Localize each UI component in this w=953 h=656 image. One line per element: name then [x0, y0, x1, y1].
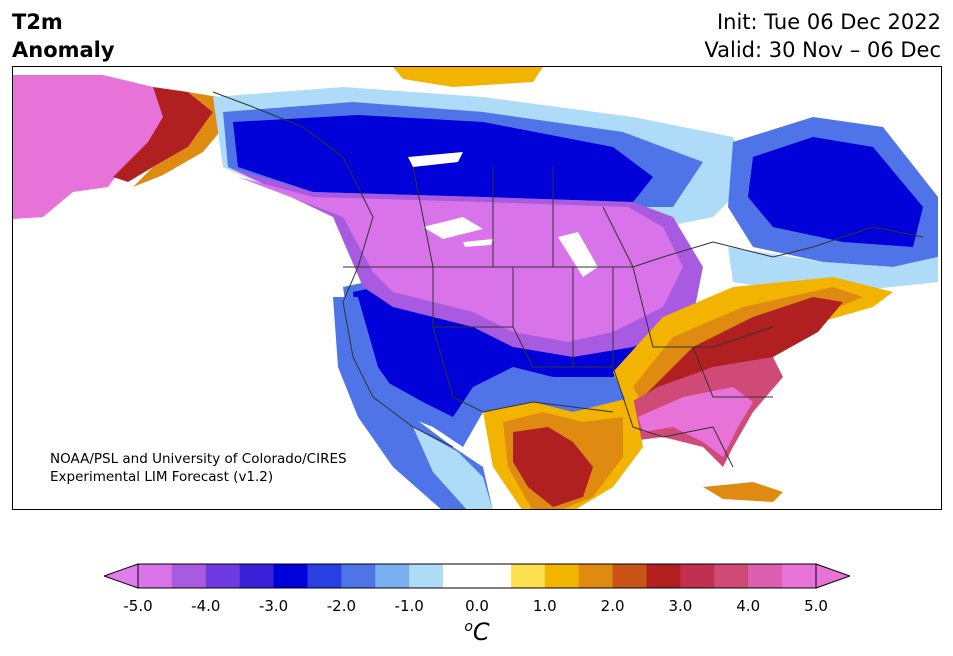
- baja-light-blue: [413, 427, 493, 509]
- credit-text: NOAA/PSL and University of Colorado/CIRE…: [50, 450, 347, 486]
- alaska-red-band: [113, 87, 213, 182]
- colorbar-swatch: [544, 564, 580, 588]
- map-title: T2m Anomaly: [12, 8, 115, 64]
- colorbar-swatch: [409, 564, 444, 588]
- anomaly-map: NOAA/PSL and University of Colorado/CIRE…: [12, 66, 942, 510]
- unit-letter: C: [472, 618, 490, 646]
- degree-symbol: o: [464, 619, 473, 635]
- title-subtitle: Anomaly: [12, 38, 115, 62]
- colorbar-swatch: [612, 564, 647, 588]
- colorbar-swatch: [510, 564, 546, 588]
- colorbar-swatch: [138, 564, 173, 588]
- colorbar-tick-label: 1.0: [532, 597, 557, 615]
- colorbar-swatch: [578, 564, 614, 588]
- credit-line-2: Experimental LIM Forecast (v1.2): [50, 469, 274, 485]
- map-canvas: [13, 67, 941, 509]
- colorbar-over-arrow: [815, 563, 852, 589]
- colorbar-tick-label: -2.0: [326, 597, 357, 615]
- colorbar-swatch: [171, 564, 207, 588]
- colorbar-swatch: [748, 564, 783, 588]
- colorbar-swatch: [307, 564, 342, 588]
- credit-line-1: NOAA/PSL and University of Colorado/CIRE…: [50, 451, 347, 467]
- alaska-warm-region: [13, 75, 183, 219]
- colorbar-tick-label: 4.0: [736, 597, 761, 615]
- colorbar: [102, 563, 852, 593]
- colorbar-tick-label: -5.0: [123, 597, 153, 615]
- colorbar-swatch: [714, 564, 749, 588]
- greenland-warm: [393, 67, 543, 87]
- colorbar-tick-label: 2.0: [600, 597, 625, 615]
- colorbar-swatch: [782, 564, 817, 588]
- colorbar-swatch: [239, 564, 275, 588]
- init-date: Init: Tue 06 Dec 2022: [716, 10, 941, 34]
- southeast-strong-warm: [638, 387, 753, 457]
- cuba-warm: [703, 482, 783, 502]
- colorbar-swatch: [443, 564, 478, 588]
- interior-violet-core: [238, 177, 683, 342]
- forecast-dates: Init: Tue 06 Dec 2022 Valid: 30 Nov – 06…: [704, 8, 941, 64]
- atlantic-light-blue: [728, 247, 938, 292]
- colorbar-swatch: [680, 564, 715, 588]
- colorbar-swatch: [205, 564, 241, 588]
- colorbar-under-arrow: [102, 563, 139, 589]
- colorbar-tick-label: -3.0: [258, 597, 289, 615]
- mexico-warm-red: [513, 427, 593, 507]
- colorbar-swatches: [102, 563, 852, 589]
- colorbar-swatch: [341, 564, 376, 588]
- colorbar-tick-label: 3.0: [668, 597, 693, 615]
- colorbar-swatch: [477, 564, 512, 588]
- colorbar-tick-label: 5.0: [804, 597, 828, 615]
- unit-label: oC: [464, 618, 489, 646]
- political-borders: [212, 91, 924, 468]
- northeast-canada-deep-cold: [748, 137, 923, 247]
- colorbar-swatch: [273, 564, 308, 588]
- valid-date: Valid: 30 Nov – 06 Dec: [704, 38, 941, 62]
- colorbar-swatch: [375, 564, 410, 588]
- lake-region: [408, 152, 598, 277]
- colorbar-swatch: [646, 564, 681, 588]
- title-variable: T2m: [12, 10, 63, 34]
- colorbar-tick-label: -1.0: [394, 597, 424, 615]
- colorbar-outline: [137, 563, 817, 589]
- colorbar-tick-label: -4.0: [191, 597, 221, 615]
- colorbar-tick-label: 0.0: [465, 597, 489, 615]
